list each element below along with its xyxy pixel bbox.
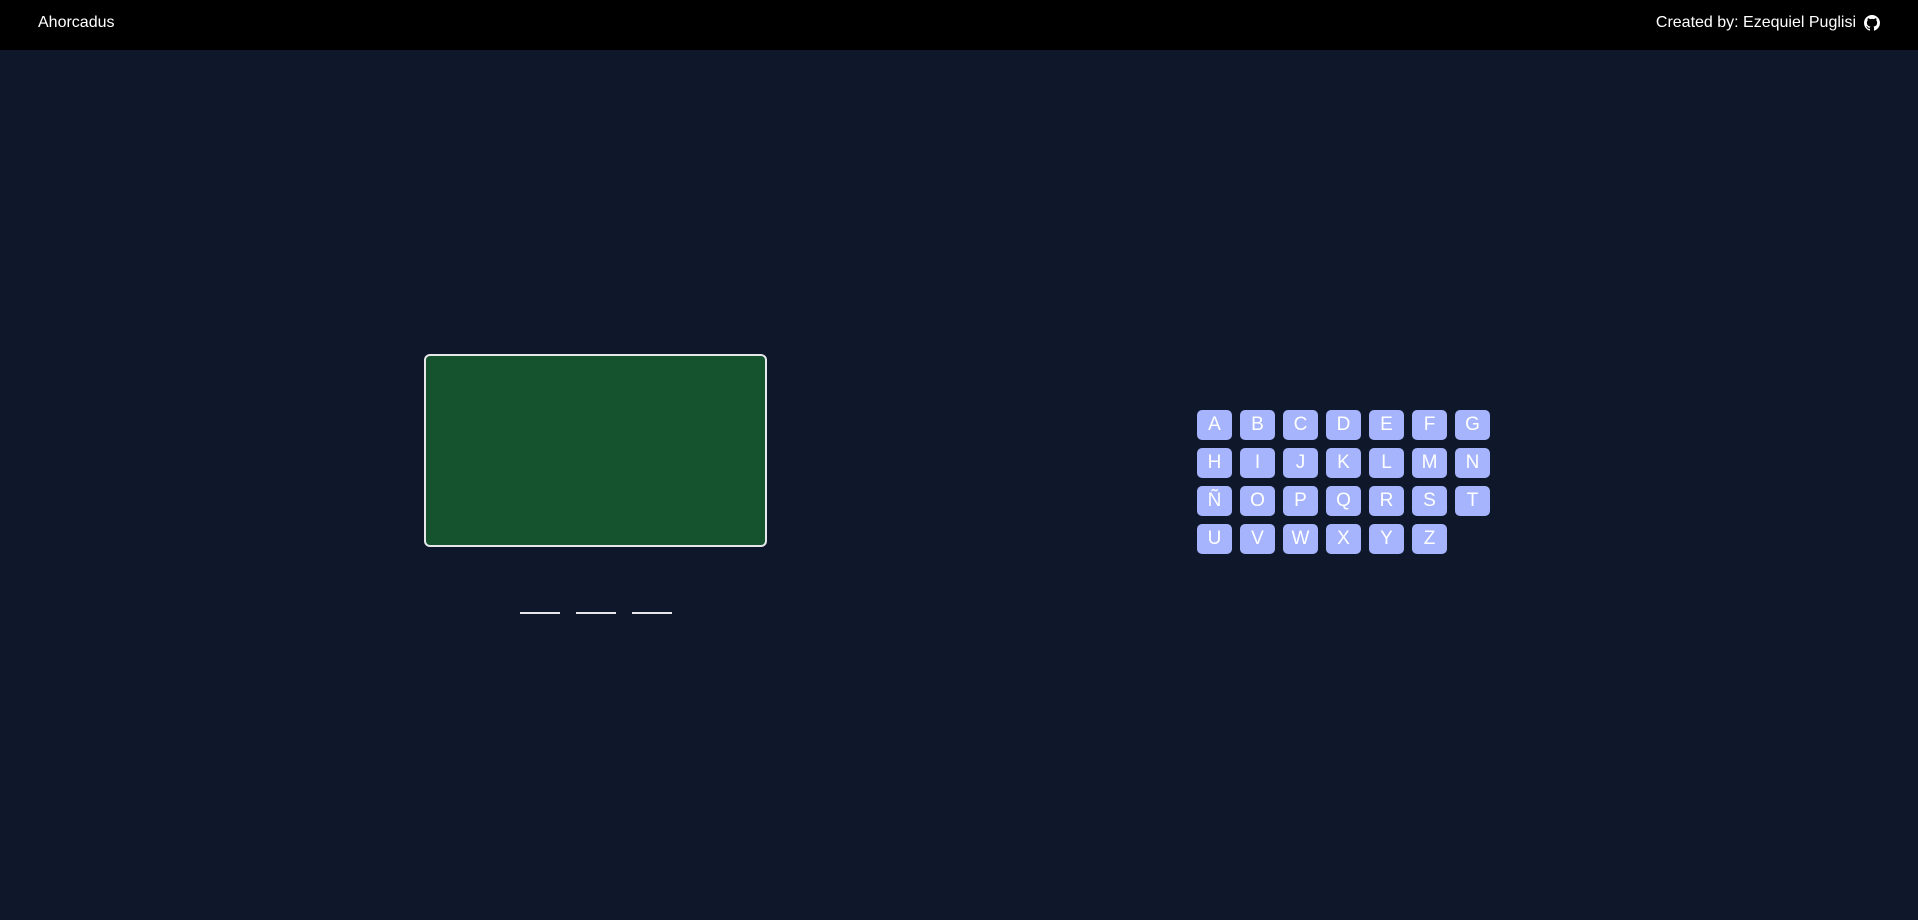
letter-slot <box>576 612 616 614</box>
github-icon[interactable] <box>1864 15 1880 31</box>
top-bar: Ahorcadus Created by: Ezequiel Puglisi <box>0 0 1918 50</box>
key-a[interactable]: A <box>1197 410 1232 440</box>
key-j[interactable]: J <box>1283 448 1318 478</box>
key-s[interactable]: S <box>1412 486 1447 516</box>
word-slots <box>520 612 672 614</box>
key-p[interactable]: P <box>1283 486 1318 516</box>
key-r[interactable]: R <box>1369 486 1404 516</box>
key-k[interactable]: K <box>1326 448 1361 478</box>
key-z[interactable]: Z <box>1412 524 1447 554</box>
key-l[interactable]: L <box>1369 448 1404 478</box>
key-u[interactable]: U <box>1197 524 1232 554</box>
key-i[interactable]: I <box>1240 448 1275 478</box>
key-n[interactable]: N <box>1455 448 1490 478</box>
key-b[interactable]: B <box>1240 410 1275 440</box>
key-v[interactable]: V <box>1240 524 1275 554</box>
key-t[interactable]: T <box>1455 486 1490 516</box>
key-h[interactable]: H <box>1197 448 1232 478</box>
letter-slot <box>632 612 672 614</box>
app-title: Ahorcadus <box>38 14 115 31</box>
letter-slot <box>520 612 560 614</box>
key-o[interactable]: O <box>1240 486 1275 516</box>
key-y[interactable]: Y <box>1369 524 1404 554</box>
hangman-board <box>424 354 767 547</box>
key-q[interactable]: Q <box>1326 486 1361 516</box>
key-c[interactable]: C <box>1283 410 1318 440</box>
key-d[interactable]: D <box>1326 410 1361 440</box>
key-m[interactable]: M <box>1412 448 1447 478</box>
key-w[interactable]: W <box>1283 524 1318 554</box>
key-f[interactable]: F <box>1412 410 1447 440</box>
credit: Created by: Ezequiel Puglisi <box>1656 14 1880 32</box>
key-enye[interactable]: Ñ <box>1197 486 1232 516</box>
key-x[interactable]: X <box>1326 524 1361 554</box>
key-g[interactable]: G <box>1455 410 1490 440</box>
credit-text: Created by: Ezequiel Puglisi <box>1655 14 1856 31</box>
key-e[interactable]: E <box>1369 410 1404 440</box>
